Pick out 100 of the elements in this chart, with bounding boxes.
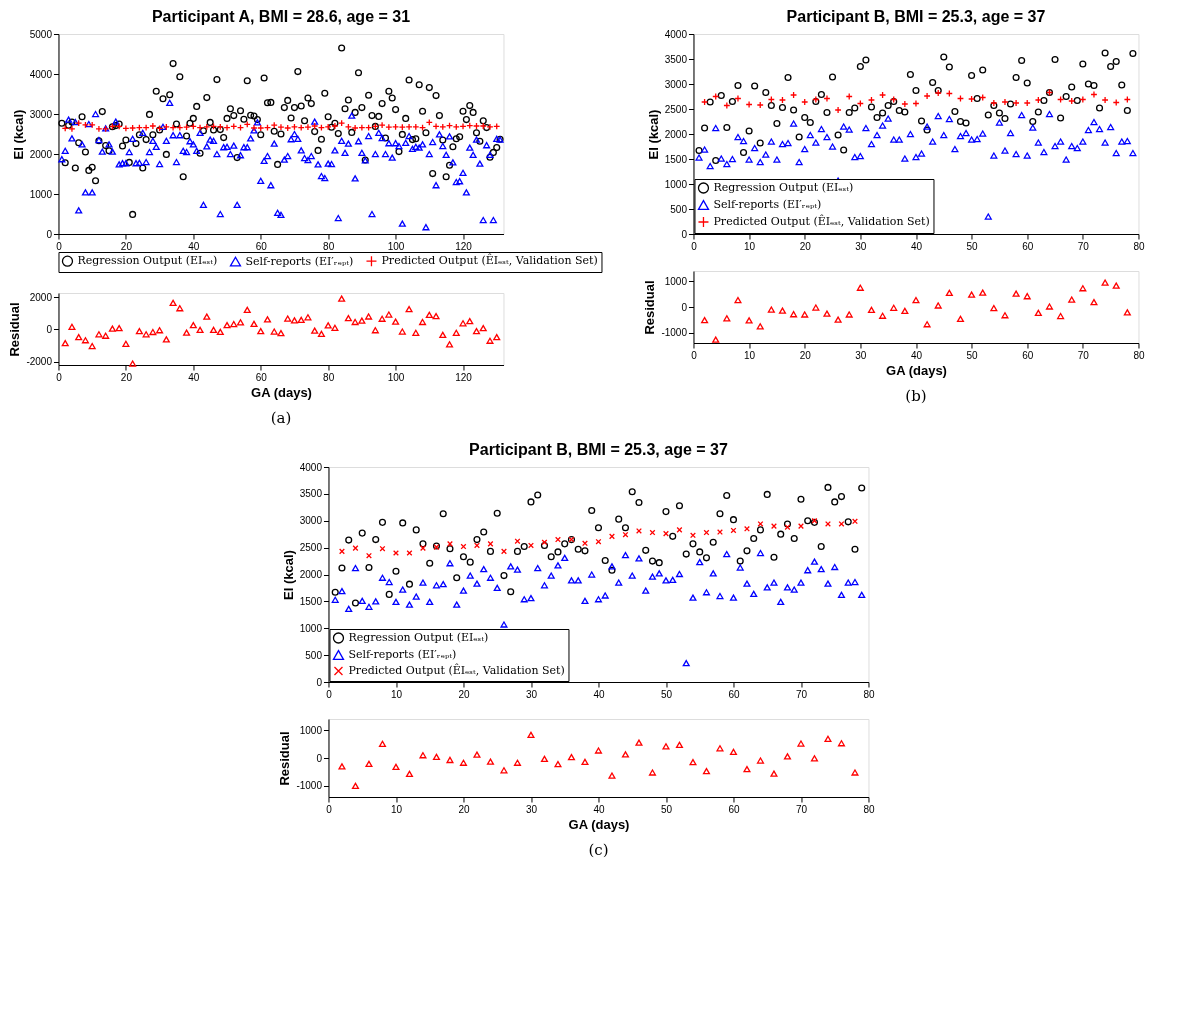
point [770, 770, 778, 777]
y-tick-label: 500 [305, 649, 323, 661]
point [729, 748, 738, 756]
point [879, 91, 887, 99]
point [1001, 312, 1009, 319]
point [1023, 99, 1031, 107]
point [689, 759, 697, 766]
point [487, 540, 494, 547]
x-tick-label: 20 [799, 240, 812, 252]
x-tick-label: 30 [525, 688, 538, 700]
point [757, 520, 764, 527]
y-axis-title: EI (kcal) [10, 109, 26, 160]
point [1068, 97, 1076, 105]
legend-label: Predicted Output (ÊIₑₛₜ, Validation Set) [713, 214, 930, 228]
point [1090, 298, 1098, 306]
x-tick-label: 20 [458, 688, 470, 700]
x-tick-label: 80 [1133, 349, 1145, 361]
y-tick-label: 0 [46, 228, 53, 240]
x-tick-label: 40 [910, 240, 923, 252]
point [1101, 96, 1109, 104]
y-tick-label: -1000 [296, 780, 323, 792]
y-tick-label: 1500 [664, 153, 688, 165]
y-axis-title: Residual [7, 302, 23, 357]
x-tick-label: 80 [323, 371, 335, 383]
x-axis-title: GA (days) [251, 384, 312, 400]
point [513, 759, 522, 766]
point [473, 751, 481, 758]
point [770, 523, 777, 530]
point [879, 312, 887, 319]
legend-label: Predicted Output (ÊIₑₛₜ, Validation Set) [348, 663, 565, 677]
legend-label: Regression Output (EIₑₛₜ) [77, 254, 218, 268]
point [595, 538, 602, 545]
legend-label: Self-reports (EI′ᵣₑₚₜ) [713, 198, 822, 211]
y-tick-label: 1000 [299, 724, 323, 736]
point [446, 540, 453, 547]
x-tick-label: 40 [593, 688, 605, 700]
x-tick-label: 0 [326, 688, 333, 700]
point [675, 741, 684, 749]
y-tick-label: 0 [316, 752, 323, 764]
point [778, 307, 787, 314]
x-tick-label: 70 [795, 803, 808, 815]
y-tick-label: 1000 [664, 178, 688, 190]
point [934, 302, 942, 309]
y-tick-label: 3500 [664, 53, 688, 65]
x-tick-label: 40 [188, 240, 200, 252]
point [1123, 309, 1131, 316]
legend-label: Self-reports (EI′ᵣₑₚₜ) [245, 254, 354, 268]
point [689, 532, 696, 539]
point [554, 760, 562, 768]
point [734, 94, 742, 103]
point [834, 106, 842, 114]
x-tick-label: 10 [390, 688, 403, 700]
point [338, 763, 346, 770]
point [1045, 303, 1054, 310]
x-tick-label: 60 [1022, 240, 1034, 252]
text: (a) [270, 409, 292, 427]
point [676, 526, 683, 533]
point [867, 96, 876, 104]
x-tick-label: 70 [1077, 240, 1090, 252]
point [824, 735, 832, 742]
point [540, 755, 549, 763]
point [594, 747, 603, 754]
x-tick-label: 0 [56, 371, 63, 383]
x-tick-label: 20 [799, 349, 812, 361]
point [856, 284, 864, 291]
point [378, 740, 387, 747]
point [790, 91, 798, 99]
point [756, 757, 765, 764]
y-tick-label: 5000 [29, 28, 53, 40]
point [473, 542, 480, 549]
point [1012, 290, 1020, 297]
y-tick-label: -1000 [661, 327, 688, 339]
point [432, 753, 441, 761]
x-tick-label: 20 [120, 371, 133, 383]
point [622, 531, 629, 538]
point [801, 98, 809, 106]
point [845, 311, 853, 318]
point [851, 518, 858, 525]
point [823, 94, 831, 103]
point [923, 92, 931, 100]
point [500, 767, 508, 774]
x-tick-label: 40 [188, 371, 200, 383]
x-tick-label: 40 [910, 349, 923, 361]
point [784, 524, 791, 531]
x-tick-label: 0 [691, 240, 698, 252]
point [756, 101, 764, 109]
x-tick-label: 60 [255, 240, 268, 252]
chart-title: Participant B, BMI = 25.3, age = 37 [786, 8, 1046, 25]
y-tick-label: 4000 [664, 28, 688, 40]
y-tick-label: 2500 [664, 103, 688, 115]
point [581, 540, 588, 547]
point [1068, 296, 1076, 303]
x-tick-label: 70 [1077, 349, 1090, 361]
x-tick-label: 30 [855, 240, 867, 252]
legend-label: Regression Output (EIₑₛₜ) [348, 631, 489, 644]
point [1034, 96, 1042, 104]
point [745, 317, 753, 324]
y-tick-label: 3000 [664, 78, 688, 90]
point [702, 767, 711, 775]
point [778, 96, 787, 104]
